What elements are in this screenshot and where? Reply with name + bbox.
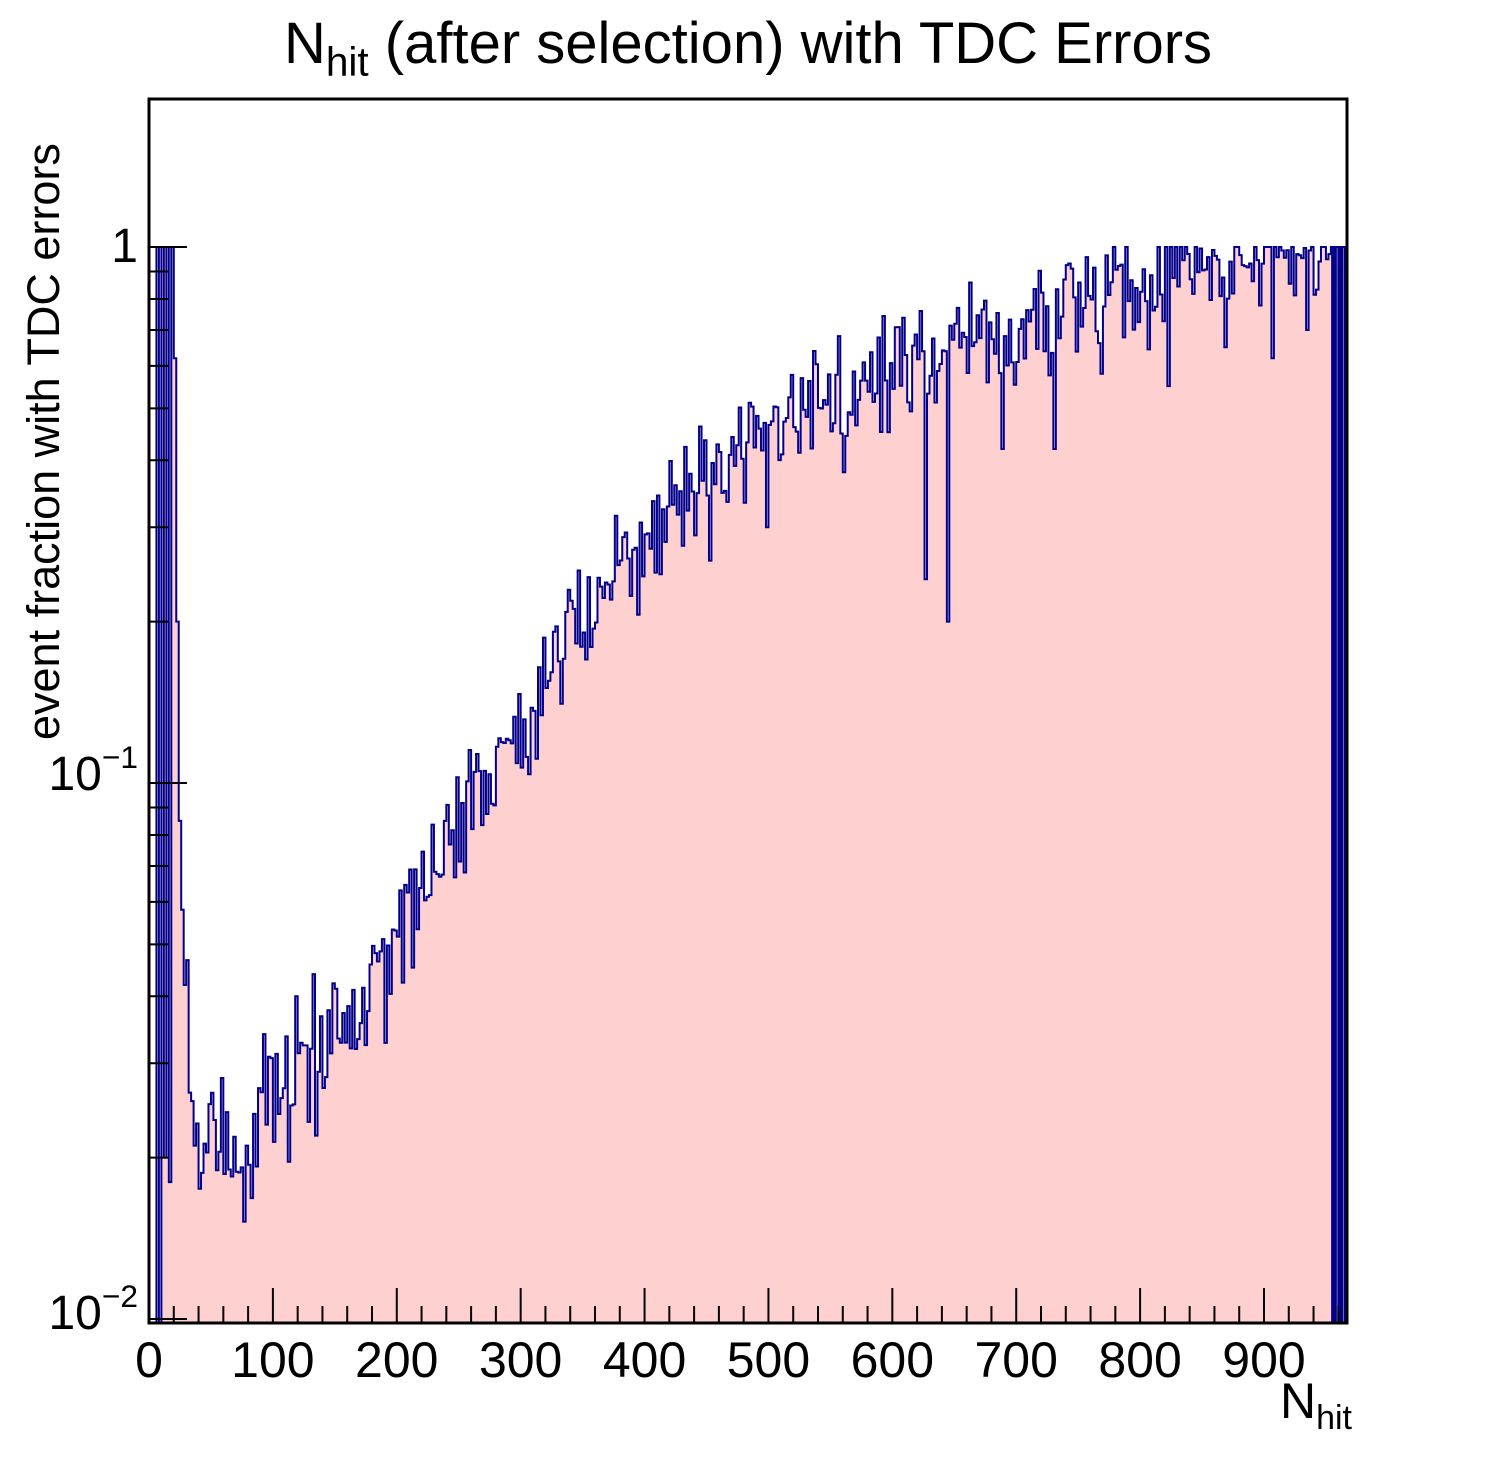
x-tick-label-0: 0: [135, 1332, 163, 1388]
x-axis-title: Nhit: [1279, 1373, 1352, 1437]
y-axis-title: event fraction with TDC errors: [18, 143, 69, 740]
x-tick-label-900: 900: [1222, 1332, 1306, 1388]
x-tick-label-800: 800: [1098, 1332, 1182, 1388]
x-tick-label-500: 500: [726, 1332, 811, 1388]
chart-title: Nhit (after selection) with TDC Errors: [283, 11, 1213, 85]
y-tick-label-1e-1: 10−1: [48, 739, 138, 801]
x-tick-label-300: 300: [478, 1332, 563, 1388]
x-tick-label-700: 700: [974, 1332, 1058, 1388]
x-tick-label-400: 400: [602, 1332, 687, 1388]
y-tick-label-1: 1: [111, 220, 138, 273]
y-tick-label-1e-2: 10−2: [48, 1278, 138, 1340]
histogram-outline: [149, 246, 1348, 1324]
axis-ticks: [148, 246, 1340, 1323]
x-tick-label-600: 600: [850, 1332, 935, 1388]
x-tick-label-200: 200: [355, 1332, 439, 1388]
histogram-fill: [149, 247, 1347, 1323]
plot-frame: [147, 97, 1349, 1325]
x-tick-label-100: 100: [231, 1332, 315, 1388]
